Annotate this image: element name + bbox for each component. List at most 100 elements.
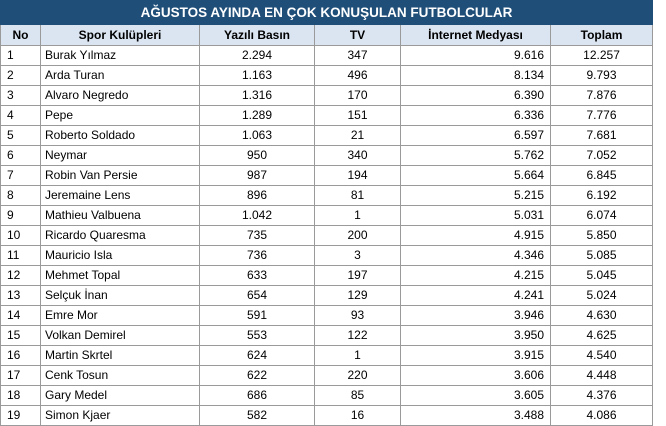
cell-no[interactable]: 5 (0, 125, 41, 146)
cell-tv[interactable]: 200 (314, 225, 401, 246)
cell-press[interactable]: 633 (199, 265, 315, 286)
cell-press[interactable]: 987 (199, 165, 315, 186)
cell-tv[interactable]: 122 (314, 325, 401, 346)
header-total[interactable]: Toplam (549, 24, 654, 46)
cell-press[interactable]: 2.294 (199, 45, 315, 66)
cell-total[interactable]: 7.681 (549, 125, 654, 146)
cell-internet[interactable]: 3.488 (400, 405, 551, 426)
cell-tv[interactable]: 21 (314, 125, 401, 146)
header-press[interactable]: Yazılı Basın (199, 24, 315, 46)
cell-internet[interactable]: 9.616 (400, 45, 551, 66)
cell-press[interactable]: 622 (199, 365, 315, 386)
cell-player[interactable]: Gary Medel (40, 385, 200, 406)
cell-no[interactable]: 1 (0, 45, 41, 66)
cell-press[interactable]: 686 (199, 385, 315, 406)
cell-total[interactable]: 6.192 (549, 185, 654, 206)
cell-internet[interactable]: 5.762 (400, 145, 551, 166)
header-no[interactable]: No (0, 24, 41, 46)
cell-tv[interactable]: 197 (314, 265, 401, 286)
cell-internet[interactable]: 4.241 (400, 285, 551, 306)
cell-tv[interactable]: 81 (314, 185, 401, 206)
cell-internet[interactable]: 5.031 (400, 205, 551, 226)
cell-total[interactable]: 9.793 (549, 65, 654, 86)
cell-no[interactable]: 7 (0, 165, 41, 186)
cell-tv[interactable]: 340 (314, 145, 401, 166)
cell-press[interactable]: 1.063 (199, 125, 315, 146)
cell-total[interactable]: 12.257 (549, 45, 654, 66)
cell-internet[interactable]: 4.915 (400, 225, 551, 246)
cell-player[interactable]: Volkan Demirel (40, 325, 200, 346)
cell-total[interactable]: 7.876 (549, 85, 654, 106)
cell-no[interactable]: 9 (0, 205, 41, 226)
cell-tv[interactable]: 1 (314, 345, 401, 366)
cell-player[interactable]: Selçuk İnan (40, 285, 200, 306)
cell-tv[interactable]: 93 (314, 305, 401, 326)
cell-total[interactable]: 5.045 (549, 265, 654, 286)
cell-total[interactable]: 4.376 (549, 385, 654, 406)
cell-total[interactable]: 5.850 (549, 225, 654, 246)
cell-total[interactable]: 7.776 (549, 105, 654, 126)
cell-no[interactable]: 15 (0, 325, 41, 346)
cell-internet[interactable]: 5.215 (400, 185, 551, 206)
cell-press[interactable]: 654 (199, 285, 315, 306)
cell-player[interactable]: Cenk Tosun (40, 365, 200, 386)
cell-tv[interactable]: 129 (314, 285, 401, 306)
cell-press[interactable]: 1.163 (199, 65, 315, 86)
cell-internet[interactable]: 8.134 (400, 65, 551, 86)
cell-press[interactable]: 1.289 (199, 105, 315, 126)
cell-no[interactable]: 11 (0, 245, 41, 266)
cell-internet[interactable]: 5.664 (400, 165, 551, 186)
cell-press[interactable]: 582 (199, 405, 315, 426)
cell-no[interactable]: 6 (0, 145, 41, 166)
cell-internet[interactable]: 4.346 (400, 245, 551, 266)
cell-tv[interactable]: 194 (314, 165, 401, 186)
header-club[interactable]: Spor Kulüpleri (40, 24, 200, 46)
cell-internet[interactable]: 6.390 (400, 85, 551, 106)
cell-press[interactable]: 1.316 (199, 85, 315, 106)
cell-tv[interactable]: 220 (314, 365, 401, 386)
cell-total[interactable]: 5.024 (549, 285, 654, 306)
cell-no[interactable]: 18 (0, 385, 41, 406)
cell-total[interactable]: 6.074 (549, 205, 654, 226)
cell-player[interactable]: Robin Van Persie (40, 165, 200, 186)
cell-tv[interactable]: 496 (314, 65, 401, 86)
header-internet[interactable]: İnternet Medyası (400, 24, 551, 46)
cell-no[interactable]: 10 (0, 225, 41, 246)
cell-player[interactable]: Alvaro Negredo (40, 85, 200, 106)
cell-tv[interactable]: 3 (314, 245, 401, 266)
cell-press[interactable]: 736 (199, 245, 315, 266)
cell-total[interactable]: 7.052 (549, 145, 654, 166)
cell-total[interactable]: 4.086 (549, 405, 654, 426)
cell-internet[interactable]: 6.597 (400, 125, 551, 146)
cell-press[interactable]: 735 (199, 225, 315, 246)
cell-internet[interactable]: 4.215 (400, 265, 551, 286)
cell-no[interactable]: 2 (0, 65, 41, 86)
cell-player[interactable]: Pepe (40, 105, 200, 126)
cell-press[interactable]: 624 (199, 345, 315, 366)
cell-total[interactable]: 5.085 (549, 245, 654, 266)
cell-no[interactable]: 13 (0, 285, 41, 306)
cell-tv[interactable]: 347 (314, 45, 401, 66)
cell-tv[interactable]: 85 (314, 385, 401, 406)
cell-press[interactable]: 591 (199, 305, 315, 326)
cell-internet[interactable]: 3.606 (400, 365, 551, 386)
cell-internet[interactable]: 3.950 (400, 325, 551, 346)
cell-total[interactable]: 6.845 (549, 165, 654, 186)
cell-no[interactable]: 4 (0, 105, 41, 126)
cell-total[interactable]: 4.540 (549, 345, 654, 366)
cell-player[interactable]: Mauricio Isla (40, 245, 200, 266)
cell-total[interactable]: 4.625 (549, 325, 654, 346)
cell-no[interactable]: 16 (0, 345, 41, 366)
cell-player[interactable]: Emre Mor (40, 305, 200, 326)
header-tv[interactable]: TV (314, 24, 401, 46)
cell-no[interactable]: 12 (0, 265, 41, 286)
cell-internet[interactable]: 6.336 (400, 105, 551, 126)
cell-tv[interactable]: 16 (314, 405, 401, 426)
cell-player[interactable]: Burak Yılmaz (40, 45, 200, 66)
cell-tv[interactable]: 170 (314, 85, 401, 106)
cell-player[interactable]: Mathieu Valbuena (40, 205, 200, 226)
cell-internet[interactable]: 3.605 (400, 385, 551, 406)
cell-press[interactable]: 1.042 (199, 205, 315, 226)
cell-player[interactable]: Arda Turan (40, 65, 200, 86)
cell-no[interactable]: 8 (0, 185, 41, 206)
